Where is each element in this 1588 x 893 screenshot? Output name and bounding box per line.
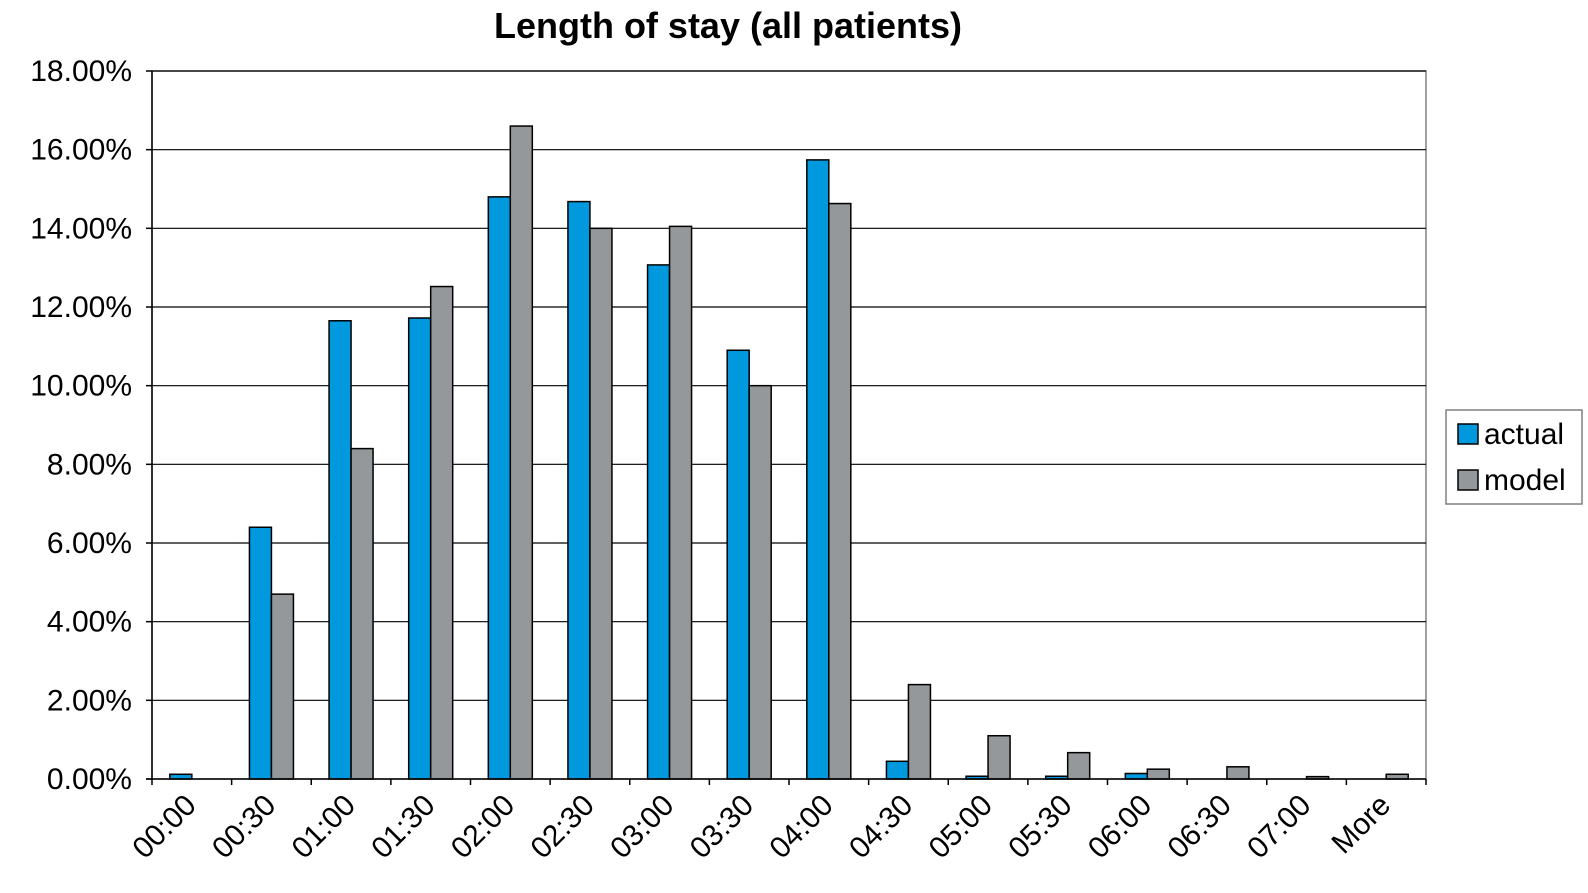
- legend: actual model: [1445, 409, 1583, 505]
- y-axis-tick-labels: 0.00% 2.00% 4.00% 6.00% 8.00% 10.00% 12.00% 14.…: [30, 55, 132, 796]
- x-tick-label: More: [1325, 789, 1397, 861]
- bar-model-0330: [748, 384, 772, 780]
- legend-swatch-model: [1457, 469, 1479, 491]
- x-tick-label: 07:00: [1241, 789, 1317, 865]
- bar-model-0100: [350, 447, 374, 780]
- bar-actual-0400: [806, 159, 830, 780]
- bar-actual-0100: [328, 320, 352, 780]
- bar-actual-0230: [567, 200, 591, 780]
- y-tick-label: 4.00%: [47, 606, 132, 639]
- y-tick-label: 10.00%: [30, 370, 132, 403]
- legend-label-actual: actual: [1484, 418, 1564, 451]
- x-axis-tick-labels: 00:00 00:30 01:00 01:30 02:00 02:30 03:00 03:30…: [126, 789, 1397, 865]
- x-tick-label: 04:00: [763, 789, 839, 865]
- legend-swatch-actual: [1457, 423, 1479, 445]
- bar-model-0230: [589, 227, 613, 780]
- bar-actual-0030: [248, 526, 273, 780]
- y-tick-label: 2.00%: [47, 684, 132, 717]
- axes: [146, 70, 1427, 785]
- bar-model-0130: [429, 285, 454, 780]
- bars: [169, 125, 1409, 780]
- bar-model-0030: [270, 593, 295, 780]
- legend-label-model: model: [1484, 464, 1566, 497]
- x-tick-label: 05:00: [923, 789, 999, 865]
- x-tick-label: 06:30: [1161, 789, 1237, 865]
- x-tick-label: 02:30: [524, 789, 600, 865]
- bar-actual-0330: [726, 349, 750, 780]
- bar-model-0500: [987, 734, 1011, 780]
- bar-model-0200: [509, 125, 534, 780]
- bar-model-0400: [828, 202, 852, 780]
- y-tick-label: 8.00%: [47, 448, 132, 481]
- y-tick-label: 18.00%: [30, 55, 132, 88]
- x-tick-label: 04:30: [843, 789, 919, 865]
- bar-actual-0300: [646, 264, 671, 780]
- chart-title: Length of stay (all patients): [494, 5, 962, 46]
- x-tick-label: 00:30: [206, 789, 282, 865]
- x-tick-label: 05:30: [1002, 789, 1078, 865]
- bar-actual-0130: [407, 317, 432, 780]
- bar-model-0300: [668, 225, 693, 780]
- y-tick-label: 0.00%: [47, 763, 132, 796]
- y-tick-label: 12.00%: [30, 291, 132, 324]
- x-tick-label: 03:30: [684, 789, 760, 865]
- bar-model-0430: [907, 683, 932, 780]
- y-tick-label: 14.00%: [30, 212, 132, 245]
- bar-model-0630: [1226, 766, 1250, 780]
- x-tick-label: 00:00: [126, 789, 202, 865]
- bar-actual-0200: [487, 196, 512, 780]
- bar-actual-0600: [1124, 772, 1149, 780]
- x-tick-label: 02:00: [445, 789, 521, 865]
- x-tick-label: 01:00: [286, 789, 362, 865]
- bar-model-0530: [1066, 751, 1091, 780]
- y-tick-label: 16.00%: [30, 134, 132, 167]
- y-tick-label: 6.00%: [47, 527, 132, 560]
- x-tick-label: 01:30: [365, 789, 441, 865]
- bar-actual-0430: [885, 760, 910, 780]
- x-tick-label: 03:00: [604, 789, 680, 865]
- bar-model-0600: [1146, 768, 1171, 780]
- x-tick-label: 06:00: [1082, 789, 1158, 865]
